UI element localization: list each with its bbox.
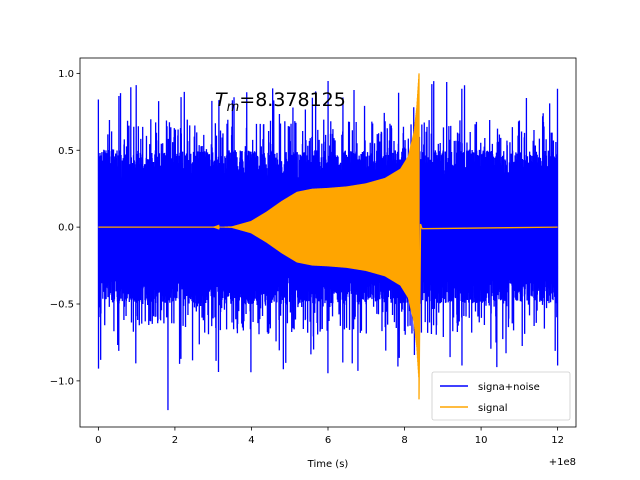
y-axis: −1.0 −0.5 0.0 0.5 1.0 <box>50 69 80 387</box>
x-offset-label: +1e8 <box>549 457 576 468</box>
annotation-prefix: T <box>215 89 228 111</box>
x-tick-label: 12 <box>551 435 564 446</box>
legend-label-signa-noise: signa+noise <box>478 382 540 393</box>
x-axis-label: Time (s) <box>307 459 349 470</box>
y-tick-label: −1.0 <box>50 376 74 387</box>
annotation-subscript: m <box>227 100 240 115</box>
plot-area <box>97 73 559 411</box>
x-tick-label: 4 <box>248 435 254 446</box>
legend: signa+noise signal <box>431 371 571 421</box>
series-layer <box>97 73 559 411</box>
legend-box <box>431 371 571 421</box>
x-tick-label: 2 <box>172 435 178 446</box>
y-tick-label: −0.5 <box>50 300 74 311</box>
legend-label-signal: signal <box>478 403 508 414</box>
x-tick-label: 6 <box>325 435 331 446</box>
y-tick-label: 0.0 <box>58 223 74 234</box>
annotation-value: =8.378125 <box>239 89 346 111</box>
annotation-merger-time: Tm=8.378125 <box>215 89 346 115</box>
x-tick-label: 8 <box>401 435 407 446</box>
x-tick-label: 10 <box>475 435 488 446</box>
series-signal <box>98 73 558 400</box>
x-axis: 0 2 4 6 8 10 12 <box>95 427 564 446</box>
x-tick-label: 0 <box>95 435 101 446</box>
y-tick-label: 0.5 <box>58 146 74 157</box>
y-tick-label: 1.0 <box>58 69 74 80</box>
